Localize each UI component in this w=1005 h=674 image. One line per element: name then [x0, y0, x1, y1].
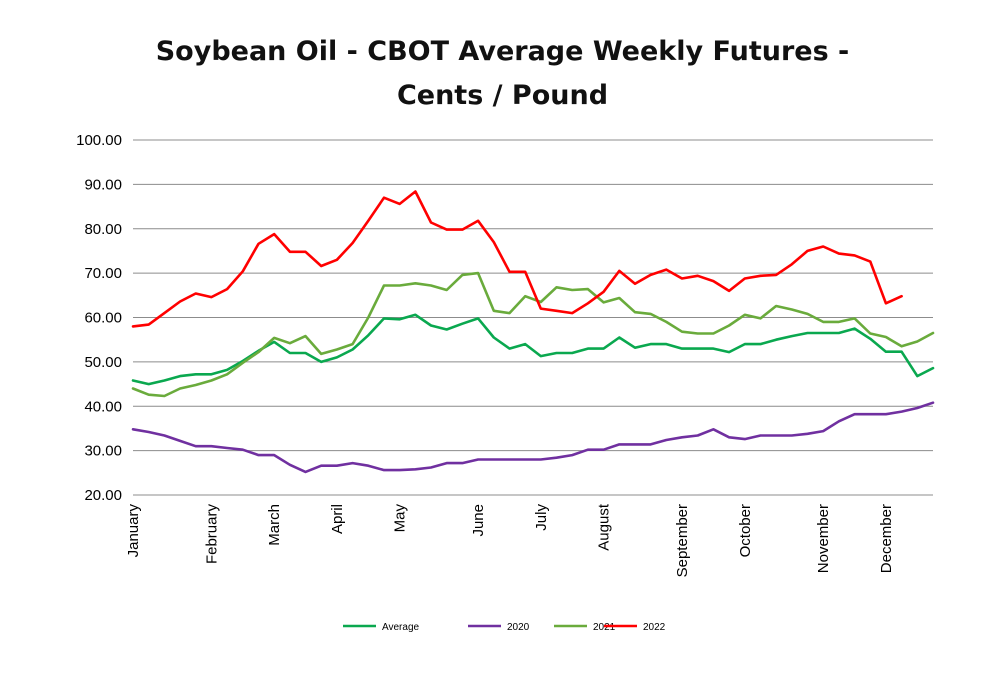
legend: Average 2020 2021 2022 [343, 622, 666, 633]
legend-label: 2022 [643, 622, 666, 633]
x-tick-label: October [737, 504, 754, 557]
y-tick-label: 90.00 [84, 176, 122, 193]
x-tick-label: January [125, 504, 142, 558]
x-tick-label: December [878, 504, 895, 573]
y-tick-label: 60.00 [84, 310, 122, 327]
y-tick-label: 20.00 [84, 487, 122, 504]
x-tick-label: March [266, 504, 283, 546]
y-axis-tick-labels: 100.00 90.00 80.00 70.00 60.00 50.00 40.00 30.0… [76, 132, 122, 504]
series-line-2022 [131, 190, 903, 328]
x-tick-label: July [533, 504, 550, 531]
x-tick-label: May [392, 504, 409, 533]
x-tick-label: April [329, 504, 346, 534]
chart-title: Soybean Oil - CBOT Average Weekly Future… [0, 30, 1005, 118]
legend-label: Average [382, 622, 420, 633]
series-line-2020 [131, 401, 935, 474]
x-tick-label: June [470, 504, 487, 537]
y-tick-label: 30.00 [84, 443, 122, 460]
x-axis: January February March April May June July Augu… [125, 494, 933, 577]
y-tick-label: 80.00 [84, 221, 122, 238]
x-tick-label: August [596, 503, 613, 551]
series-lines [131, 190, 935, 474]
legend-label: 2020 [507, 622, 530, 633]
y-tick-label: 40.00 [84, 398, 122, 415]
x-tick-label: September [674, 504, 691, 577]
legend-label: 2021 [593, 622, 616, 633]
series-line-2021 [131, 271, 935, 398]
gridlines [133, 139, 933, 496]
chart-title-line-2: Cents / Pound [396, 80, 609, 111]
x-tick-label: February [203, 504, 220, 565]
x-tick-label: November [815, 504, 832, 573]
chart-title-line-1: Soybean Oil - CBOT Average Weekly Future… [155, 36, 850, 67]
y-tick-label: 100.00 [76, 132, 122, 149]
y-tick-label: 50.00 [84, 354, 122, 371]
series-line-average [131, 313, 935, 386]
y-tick-label: 70.00 [84, 265, 122, 282]
